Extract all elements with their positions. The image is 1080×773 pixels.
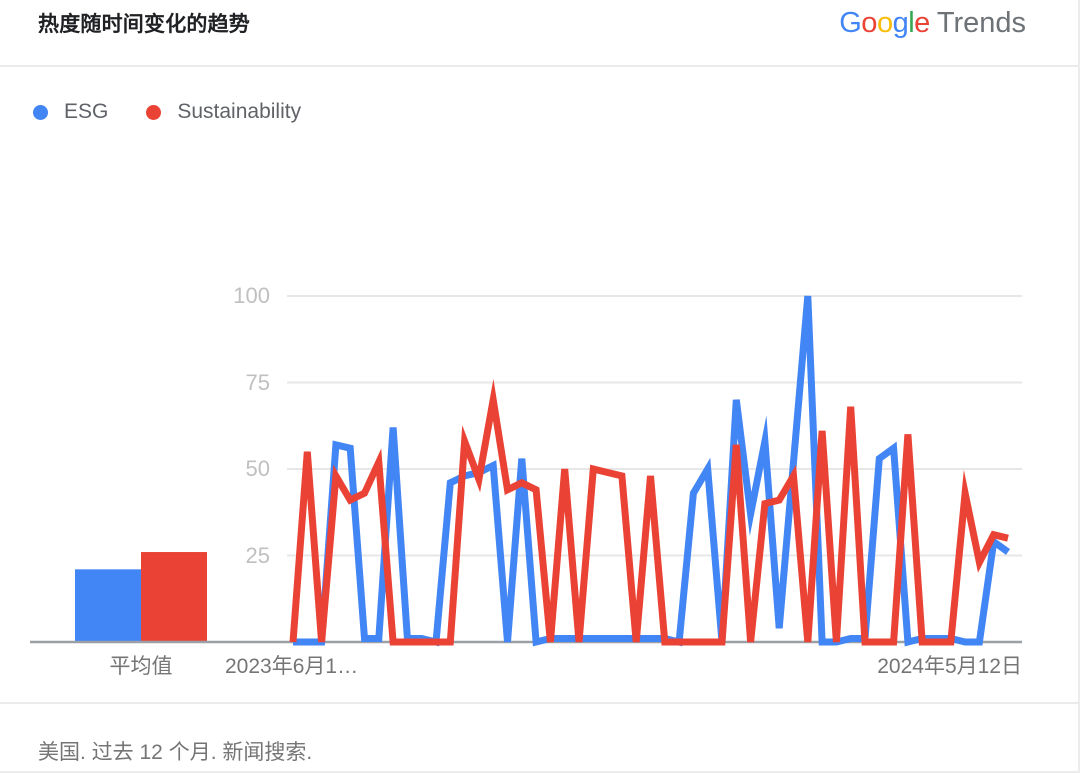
trend-chart-canvas[interactable]: [0, 0, 1080, 710]
average-bar-esg[interactable]: [75, 569, 141, 642]
sustainability-trend-line[interactable]: [289, 378, 1009, 646]
google-trends-logo: Google Trends: [839, 7, 1026, 40]
google-logo-word: Google: [839, 7, 930, 39]
logo-letter: e: [914, 7, 930, 39]
footer-divider: [0, 702, 1078, 704]
header-divider: [0, 65, 1078, 67]
x-axis-label-end: 2024年5月12日: [877, 655, 1022, 678]
average-axis-label: 平均值: [109, 655, 173, 678]
logo-letter: o: [876, 7, 893, 39]
logo-letter: G: [839, 7, 862, 39]
x-axis-label-start: 2023年6月1…: [225, 655, 359, 678]
legend-label-esg: ESG: [64, 100, 109, 123]
chart-legend: ESG Sustainability: [33, 100, 339, 124]
logo-trends-word: Trends: [936, 7, 1026, 39]
page-title: 热度随时间变化的趋势: [38, 13, 250, 36]
query-scope-note: 美国. 过去 12 个月. 新闻搜索.: [38, 741, 313, 764]
logo-letter: l: [908, 7, 915, 39]
logo-letter: g: [892, 7, 909, 39]
logo-letter: o: [861, 7, 877, 39]
legend-label-sustainability: Sustainability: [177, 100, 302, 123]
average-bar-sustainability[interactable]: [141, 552, 207, 642]
y-axis-tick-50: 50: [245, 456, 270, 481]
y-axis-tick-75: 75: [245, 369, 270, 395]
y-axis-tick-100: 100: [233, 283, 270, 308]
legend-item-sustainability[interactable]: Sustainability: [146, 100, 301, 124]
legend-item-esg[interactable]: ESG: [33, 100, 108, 124]
sustainability-legend-dot-icon: [146, 104, 162, 120]
esg-legend-dot-icon: [33, 104, 48, 120]
y-axis-tick-25: 25: [245, 542, 270, 568]
